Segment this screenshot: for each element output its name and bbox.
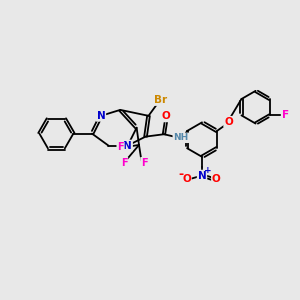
Text: F: F: [282, 110, 289, 120]
Text: NH: NH: [173, 133, 188, 142]
Text: +: +: [204, 166, 211, 175]
Text: F: F: [141, 158, 148, 168]
Text: Br: Br: [154, 95, 167, 105]
Text: N: N: [198, 171, 206, 181]
Text: O: O: [212, 174, 221, 184]
Text: F: F: [121, 158, 128, 168]
Text: O: O: [224, 117, 233, 127]
Text: N: N: [97, 111, 105, 121]
Text: N: N: [123, 140, 132, 151]
Text: F: F: [117, 142, 124, 152]
Text: O: O: [182, 174, 191, 184]
Text: -: -: [178, 168, 184, 181]
Text: O: O: [162, 111, 171, 122]
